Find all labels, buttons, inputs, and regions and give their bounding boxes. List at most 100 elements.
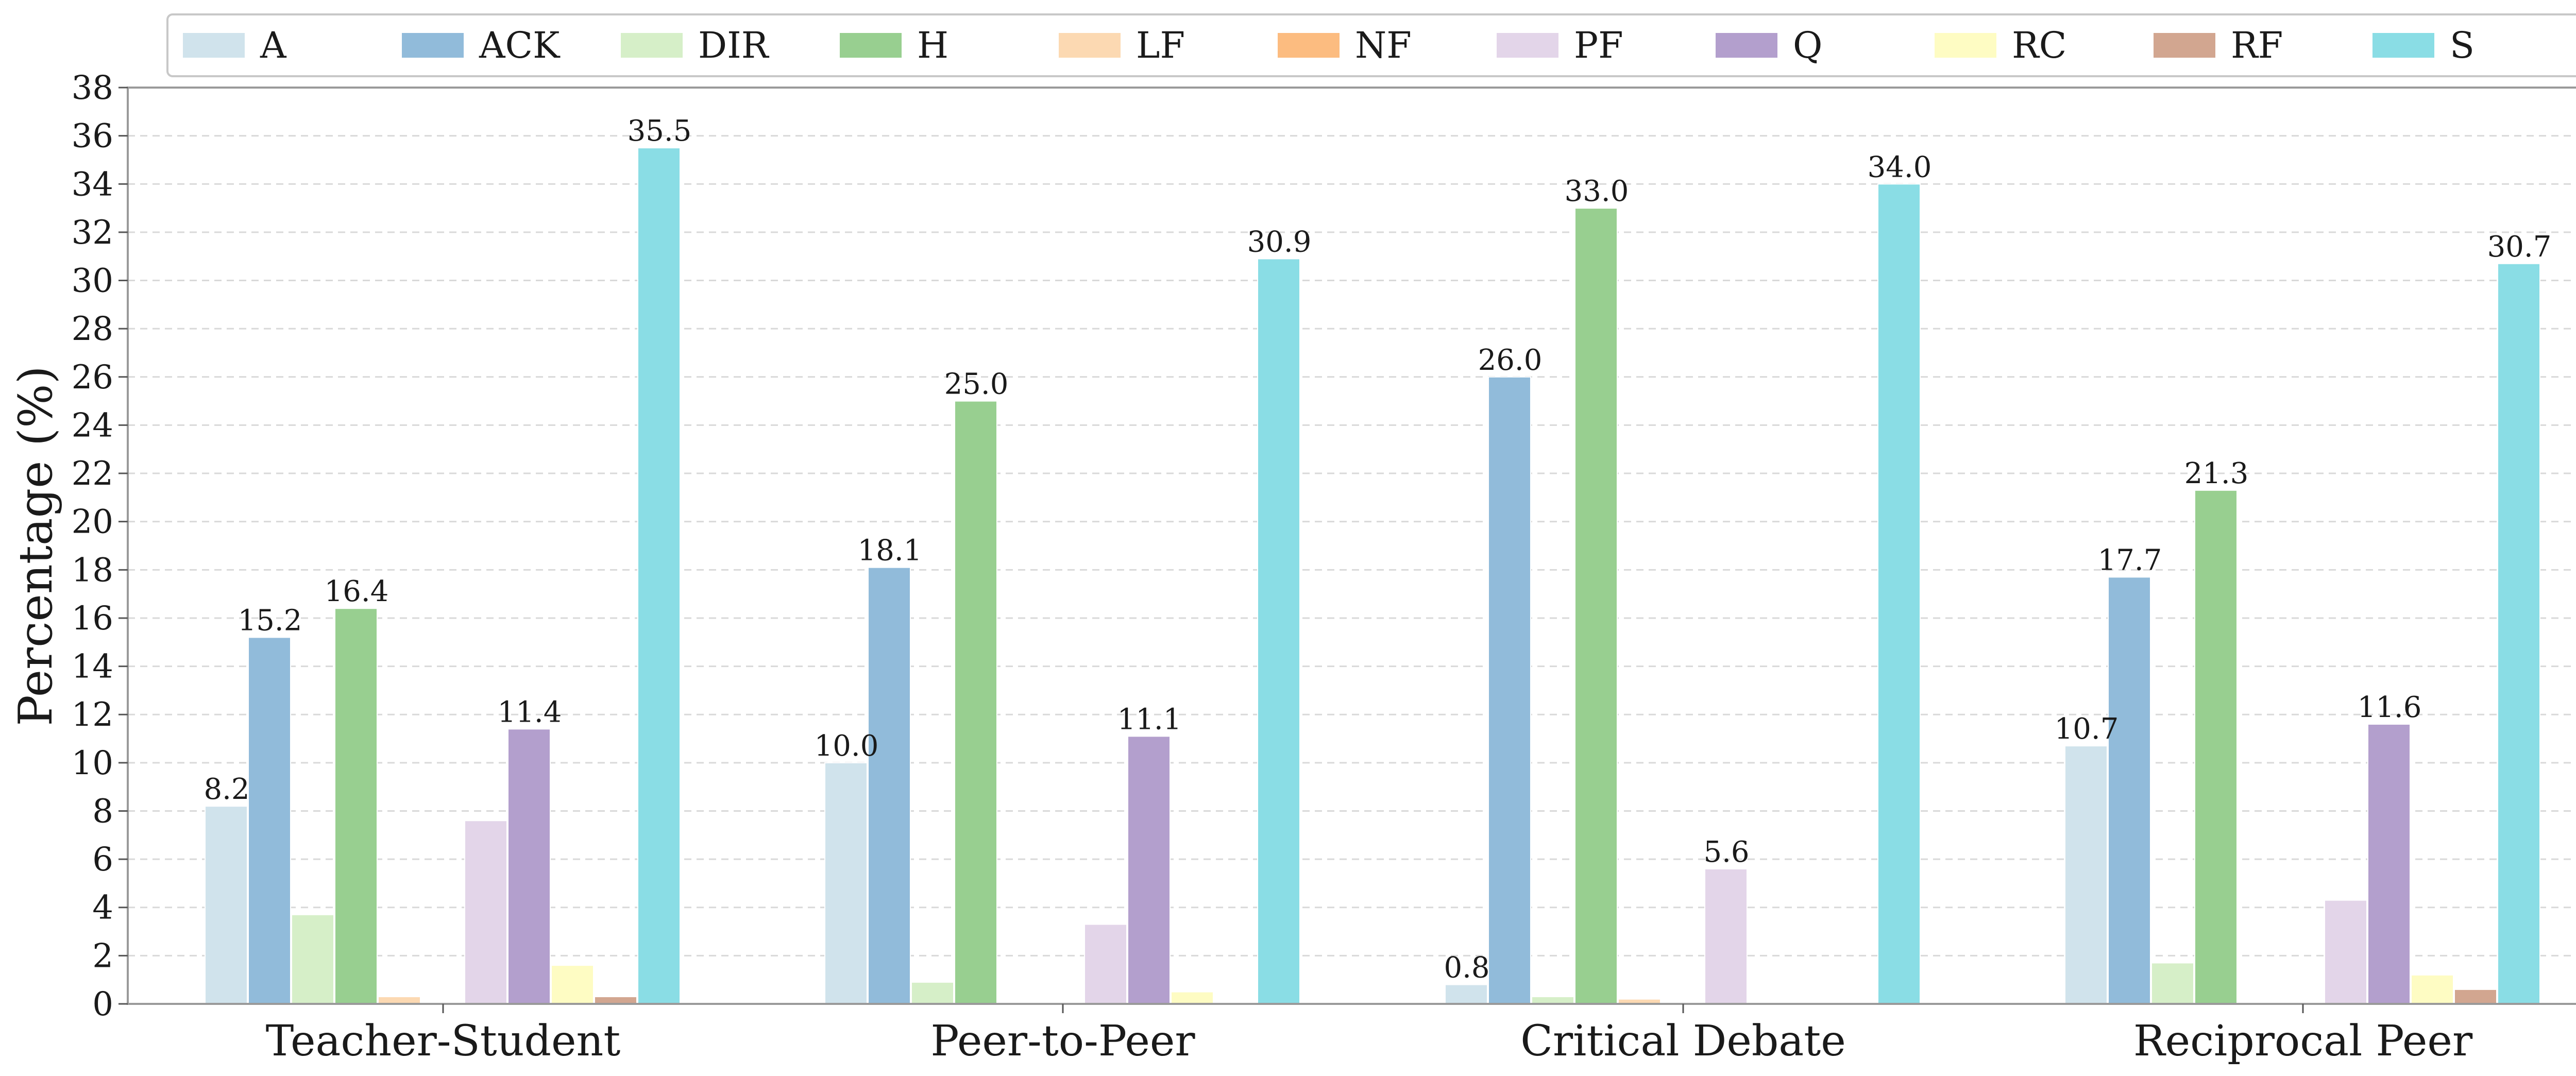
bar-h-reciprocal-peer [2194,489,2238,1004]
data-label-s-peer-to-peer: 30.9 [1247,225,1312,259]
legend-swatch-ack [402,33,464,58]
legend: A ACK DIR H LF NF PF Q RC RF S [166,13,2576,77]
data-label-h-reciprocal-peer: 21.3 [2184,457,2249,490]
y-tick-label: 10 [72,744,113,782]
bar-lf-teacher-student [378,996,421,1005]
data-label-s-critical-debate: 34.0 [1868,150,1932,184]
legend-swatch-pf [1497,33,1558,58]
y-tick-label: 6 [92,841,113,879]
legend-label-a: A [260,24,287,66]
bars [205,147,2540,1005]
bar-dir-peer-to-peer [911,981,954,1005]
legend-swatch-nf [1278,33,1340,58]
data-label-a-peer-to-peer: 10.0 [815,729,879,763]
y-tick-label: 30 [72,262,113,300]
bar-s-critical-debate [1877,183,1921,1004]
legend-label-ack: ACK [479,24,561,66]
bar-ack-reciprocal-peer [2108,576,2151,1004]
y-tick-label: 36 [72,117,113,156]
legend-swatch-q [1716,33,1777,58]
bar-dir-reciprocal-peer [2151,962,2194,1005]
data-labels: 8.2 15.2 16.4 11.4 35.5 10.0 18.1 25.0 11.1 30.9 0… [204,114,2551,985]
bar-ack-peer-to-peer [868,567,911,1004]
bar-a-peer-to-peer [824,762,868,1005]
y-tick-label: 12 [72,696,113,734]
legend-swatch-dir [621,33,683,58]
y-tick-label: 0 [92,985,113,1023]
data-label-s-reciprocal-peer: 30.7 [2487,230,2552,264]
data-label-q-reciprocal-peer: 11.6 [2358,691,2422,724]
legend-label-nf: NF [1355,24,1412,66]
data-label-a-reciprocal-peer: 10.7 [2055,712,2119,746]
y-tick-label: 18 [72,551,113,589]
legend-box [166,13,2576,77]
y-tick-label: 14 [72,648,113,686]
legend-label-q: Q [1793,24,1822,66]
legend-label-h: H [917,24,948,66]
legend-swatch-rc [1935,33,1996,58]
data-label-pf-critical-debate: 5.6 [1703,835,1749,869]
bar-pf-peer-to-peer [1084,924,1127,1005]
data-label-a-teacher-student: 8.2 [204,773,249,806]
data-label-ack-critical-debate: 26.0 [1478,344,1543,377]
bar-q-peer-to-peer [1127,736,1171,1004]
legend-label-s: S [2450,24,2475,66]
x-tick-label-peer-to-peer: Peer-to-Peer [930,1017,1195,1066]
legend-swatch-s [2372,33,2434,58]
bar-a-reciprocal-peer [2064,745,2108,1004]
legend-swatch-h [840,33,902,58]
y-tick-label: 24 [72,406,113,445]
bar-s-reciprocal-peer [2497,263,2540,1004]
bar-a-teacher-student [205,806,248,1004]
bar-q-teacher-student [507,728,551,1005]
bar-s-peer-to-peer [1257,258,1300,1005]
legend-swatch-lf [1059,33,1121,58]
y-tick-label: 32 [72,214,113,252]
bar-pf-critical-debate [1704,868,1748,1004]
bar-s-teacher-student [637,147,681,1005]
legend-label-rc: RC [2012,24,2066,66]
y-tick-label: 20 [72,503,113,541]
legend-label-lf: LF [1136,24,1185,66]
y-tick-label: 4 [92,889,113,927]
data-label-a-critical-debate: 0.8 [1444,951,1489,985]
bar-rf-teacher-student [594,996,637,1005]
x-tick-label-reciprocal-peer: Reciprocal Peer [2133,1017,2473,1066]
bar-rc-reciprocal-peer [2411,974,2454,1004]
bar-dir-teacher-student [291,914,334,1005]
bar-h-teacher-student [334,608,378,1004]
data-label-ack-reciprocal-peer: 17.7 [2098,543,2162,577]
bar-a-critical-debate [1445,984,1488,1004]
legend-swatch-rf [2154,33,2215,58]
bar-rc-teacher-student [551,965,594,1004]
x-tick-label-critical-debate: Critical Debate [1520,1017,1846,1066]
bar-dir-critical-debate [1531,996,1574,1005]
y-tick-label: 28 [72,310,113,348]
y-axis-title: Percentage (%) [9,366,63,726]
legend-swatch-a [183,33,245,58]
bar-q-reciprocal-peer [2367,723,2411,1005]
y-tick-label: 8 [92,792,113,830]
y-tick-label: 22 [72,455,113,493]
bar-rf-reciprocal-peer [2454,988,2497,1004]
data-label-ack-teacher-student: 15.2 [238,604,302,637]
x-tick-label-teacher-student: Teacher-Student [266,1017,621,1066]
data-label-s-teacher-student: 35.5 [628,114,692,148]
legend-label-pf: PF [1574,24,1623,66]
bar-ack-critical-debate [1488,376,1531,1005]
x-axis: Teacher-Student Peer-to-Peer Critical Deba… [266,1004,2473,1066]
y-tick-label: 26 [72,358,113,397]
data-label-h-teacher-student: 16.4 [325,575,389,608]
data-label-q-teacher-student: 11.4 [498,695,562,729]
bar-h-peer-to-peer [954,400,997,1005]
y-tick-label: 34 [72,165,113,203]
bar-rc-peer-to-peer [1171,991,1214,1005]
plot-frame [127,87,2576,1005]
y-tick-label: 16 [72,600,113,638]
bar-pf-teacher-student [464,820,507,1004]
legend-label-dir: DIR [698,24,770,66]
bar-pf-reciprocal-peer [2324,899,2367,1005]
data-label-h-peer-to-peer: 25.0 [944,368,1009,401]
bar-ack-teacher-student [248,637,291,1004]
